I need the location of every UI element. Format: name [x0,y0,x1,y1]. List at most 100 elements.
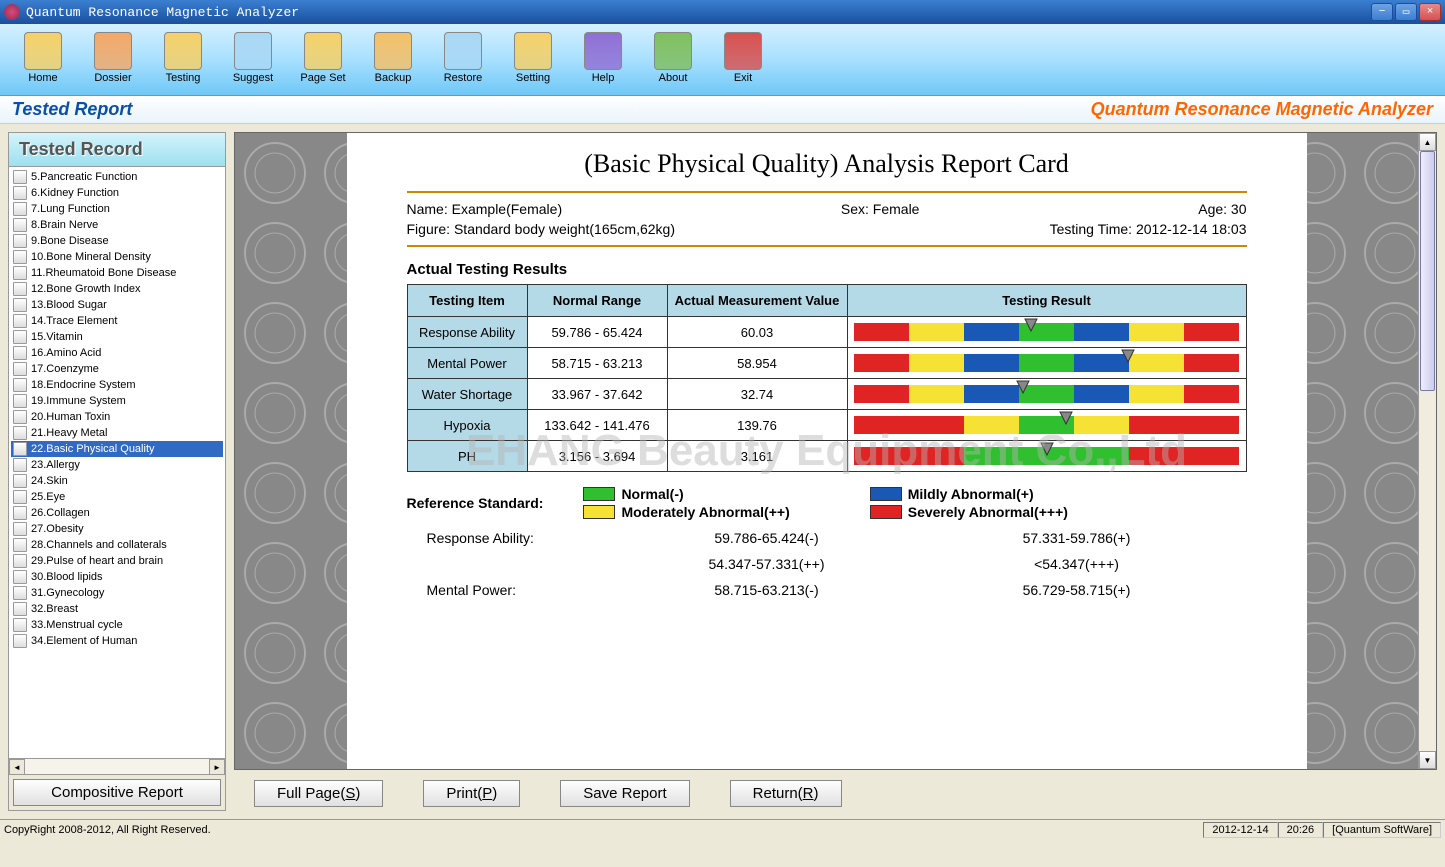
toolbar-help[interactable]: Help [568,28,638,92]
tree-item[interactable]: 31.Gynecology [11,585,223,601]
compositive-report-button[interactable]: Compositive Report [13,779,221,806]
tree-item[interactable]: 25.Eye [11,489,223,505]
tree-item[interactable]: 24.Skin [11,473,223,489]
scroll-down-icon[interactable]: ▼ [1419,751,1436,769]
page-icon [13,362,27,376]
horizontal-scrollbar[interactable]: ◄ ► [9,758,225,774]
page-icon [13,394,27,408]
tree-item[interactable]: 6.Kidney Function [11,185,223,201]
page-icon [13,474,27,488]
toolbar-label: Suggest [233,72,273,84]
tree-item-label: 33.Menstrual cycle [31,619,123,631]
toolbar-label: Dossier [94,72,131,84]
tree-item[interactable]: 5.Pancreatic Function [11,169,223,185]
toolbar-dossier[interactable]: Dossier [78,28,148,92]
tree-item-label: 16.Amino Acid [31,347,101,359]
return-button[interactable]: Return(R) [730,780,842,807]
ref-label [407,556,627,572]
tree-item[interactable]: 23.Allergy [11,457,223,473]
tree-item-label: 23.Allergy [31,459,80,471]
tree-item[interactable]: 18.Endocrine System [11,377,223,393]
cell-value: 3.161 [667,441,847,472]
toolbar-home[interactable]: Home [8,28,78,92]
table-row: Response Ability 59.786 - 65.424 60.03 [407,317,1246,348]
tree-item[interactable]: 8.Brain Nerve [11,217,223,233]
status-copyright: CopyRight 2008-2012, All Right Reserved. [4,824,211,836]
tree-item[interactable]: 28.Channels and collaterals [11,537,223,553]
ref-value-2: 57.331-59.786(+) [907,530,1247,546]
help-icon [584,32,622,70]
toolbar-setting[interactable]: Setting [498,28,568,92]
tree-item[interactable]: 32.Breast [11,601,223,617]
table-row: Hypoxia 133.642 - 141.476 139.76 [407,410,1246,441]
tree-item[interactable]: 33.Menstrual cycle [11,617,223,633]
tree-item[interactable]: 17.Coenzyme [11,361,223,377]
tree-item-label: 22.Basic Physical Quality [31,443,155,455]
vertical-scrollbar[interactable]: ▲ ▼ [1418,133,1436,769]
save-report-button[interactable]: Save Report [560,780,689,807]
tree-item-label: 20.Human Toxin [31,411,110,423]
print-button[interactable]: Print(P) [423,780,520,807]
tree-item[interactable]: 13.Blood Sugar [11,297,223,313]
legend-swatch [870,487,902,501]
cell-value: 60.03 [667,317,847,348]
cell-value: 32.74 [667,379,847,410]
tree-item[interactable]: 11.Rheumatoid Bone Disease [11,265,223,281]
maximize-button[interactable]: ▭ [1395,3,1417,21]
reference-row: 54.347-57.331(++) <54.347(+++) [407,556,1247,572]
tree-item[interactable]: 20.Human Toxin [11,409,223,425]
cell-range: 33.967 - 37.642 [527,379,667,410]
toolbar-exit[interactable]: Exit [708,28,778,92]
cell-value: 58.954 [667,348,847,379]
tree-item[interactable]: 21.Heavy Metal [11,425,223,441]
result-bar [854,447,1240,465]
page-icon [13,554,27,568]
scroll-thumb[interactable] [1420,151,1435,391]
toolbar-suggest[interactable]: Suggest [218,28,288,92]
legend-item: Normal(-) [583,486,789,502]
tree-item[interactable]: 30.Blood lipids [11,569,223,585]
legend-text: Mildly Abnormal(+) [908,486,1034,502]
result-bar [854,385,1240,403]
scroll-left-icon[interactable]: ◄ [9,759,25,775]
tree-item[interactable]: 12.Bone Growth Index [11,281,223,297]
column-header: Testing Result [847,285,1246,317]
full-page-button[interactable]: Full Page(S) [254,780,383,807]
legend-text: Severely Abnormal(+++) [908,504,1068,520]
close-button[interactable]: × [1419,3,1441,21]
header-strip: Tested Report Quantum Resonance Magnetic… [0,96,1445,124]
tree-item[interactable]: 14.Trace Element [11,313,223,329]
tree-item[interactable]: 9.Bone Disease [11,233,223,249]
toolbar-page-set[interactable]: Page Set [288,28,358,92]
tree-item[interactable]: 10.Bone Mineral Density [11,249,223,265]
toolbar-restore[interactable]: Restore [428,28,498,92]
tree-item[interactable]: 27.Obesity [11,521,223,537]
tree-item[interactable]: 26.Collagen [11,505,223,521]
exit-icon [724,32,762,70]
tree-item-label: 8.Brain Nerve [31,219,98,231]
column-header: Actual Measurement Value [667,285,847,317]
tree-item[interactable]: 29.Pulse of heart and brain [11,553,223,569]
legend-swatch [583,505,615,519]
tree-list[interactable]: 5.Pancreatic Function6.Kidney Function7.… [9,167,225,758]
toolbar-testing[interactable]: Testing [148,28,218,92]
tree-item[interactable]: 7.Lung Function [11,201,223,217]
scroll-right-icon[interactable]: ► [209,759,225,775]
cell-item: Response Ability [407,317,527,348]
button-row: Full Page(S) Print(P) Save Report Return… [234,770,1437,811]
minimize-button[interactable]: − [1371,3,1393,21]
tree-item-label: 15.Vitamin [31,331,83,343]
scroll-up-icon[interactable]: ▲ [1419,133,1436,151]
tree-item-label: 32.Breast [31,603,78,615]
cell-item: PH [407,441,527,472]
tree-item[interactable]: 16.Amino Acid [11,345,223,361]
tree-item[interactable]: 15.Vitamin [11,329,223,345]
cell-range: 133.642 - 141.476 [527,410,667,441]
toolbar-backup[interactable]: Backup [358,28,428,92]
toolbar-about[interactable]: About [638,28,708,92]
tree-item[interactable]: 19.Immune System [11,393,223,409]
page-icon [13,538,27,552]
page-title: Tested Report [12,99,132,120]
tree-item[interactable]: 22.Basic Physical Quality [11,441,223,457]
tree-item[interactable]: 34.Element of Human [11,633,223,649]
